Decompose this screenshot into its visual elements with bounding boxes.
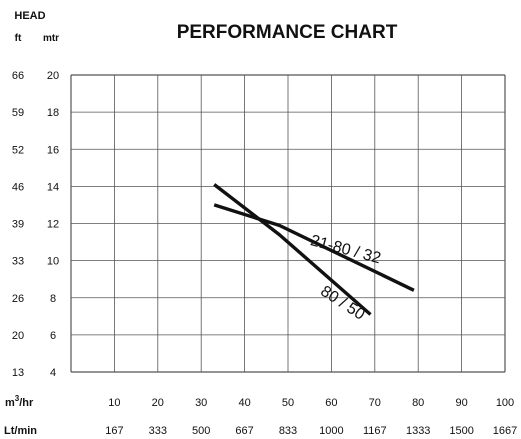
y-tick-label-mtr: 4 (50, 367, 56, 379)
x-tick-label-ltmin: 167 (105, 425, 123, 437)
y-tick-label-mtr: 12 (47, 219, 59, 231)
x-tick-label-m3hr: 100 (496, 397, 514, 409)
x-tick-label-m3hr: 80 (412, 397, 424, 409)
x-tick-label-m3hr: 70 (369, 397, 381, 409)
x-tick-label-m3hr: 10 (108, 397, 120, 409)
y-tick-label-ft: 66 (12, 70, 24, 82)
y-unit-ft: ft (15, 33, 22, 44)
x-tick-label-m3hr: 20 (152, 397, 164, 409)
y-tick-label-ft: 26 (12, 293, 24, 305)
x-tick-label-ltmin: 1500 (449, 425, 473, 437)
y-axis-header: HEAD (14, 10, 45, 22)
tick-labels: 66 20 59 18 52 16 46 14 39 12 33 10 26 8 20 6 13 4 10 167 20… (12, 70, 517, 437)
y-tick-label-mtr: 8 (50, 293, 56, 305)
y-tick-label-mtr: 16 (47, 144, 59, 156)
x-row1-label-sup: 3 (15, 394, 20, 403)
grid-lines (70, 74, 506, 373)
x-tick-label-ltmin: 1000 (319, 425, 343, 437)
x-row1-label: m3/hr (5, 394, 34, 409)
x-tick-label-m3hr: 50 (282, 397, 294, 409)
series-line-1 (213, 203, 415, 292)
x-row2-label: Lt/min (4, 425, 37, 437)
y-tick-label-mtr: 10 (47, 256, 59, 268)
y-tick-label-ft: 39 (12, 219, 24, 231)
y-tick-label-ft: 52 (12, 144, 24, 156)
y-tick-label-mtr: 20 (47, 70, 59, 82)
x-tick-label-ltmin: 1667 (493, 425, 517, 437)
y-tick-label-mtr: 18 (47, 107, 59, 119)
y-tick-label-mtr: 6 (50, 330, 56, 342)
x-row1-label-rest: /hr (19, 397, 34, 409)
series-line-2 (213, 183, 372, 316)
x-tick-label-m3hr: 40 (238, 397, 250, 409)
x-tick-label-m3hr: 90 (455, 397, 467, 409)
y-tick-label-ft: 33 (12, 256, 24, 268)
chart-title: PERFORMANCE CHART (177, 22, 398, 43)
series-label-1: 21-80 / 32 (309, 232, 383, 267)
y-tick-label-ft: 46 (12, 181, 24, 193)
x-tick-label-ltmin: 833 (279, 425, 297, 437)
y-tick-label-ft: 59 (12, 107, 24, 119)
y-tick-label-ft: 20 (12, 330, 24, 342)
x-row1-label-base: m (5, 397, 15, 409)
x-tick-label-ltmin: 333 (149, 425, 167, 437)
x-tick-label-m3hr: 60 (325, 397, 337, 409)
y-tick-label-ft: 13 (12, 367, 24, 379)
x-tick-label-ltmin: 1333 (406, 425, 430, 437)
y-unit-mtr: mtr (43, 33, 59, 44)
x-tick-label-ltmin: 667 (235, 425, 253, 437)
x-tick-label-ltmin: 1167 (363, 425, 387, 437)
x-tick-label-ltmin: 500 (192, 425, 210, 437)
x-tick-label-m3hr: 30 (195, 397, 207, 409)
y-tick-label-mtr: 14 (47, 181, 59, 193)
series-lines (213, 183, 415, 316)
